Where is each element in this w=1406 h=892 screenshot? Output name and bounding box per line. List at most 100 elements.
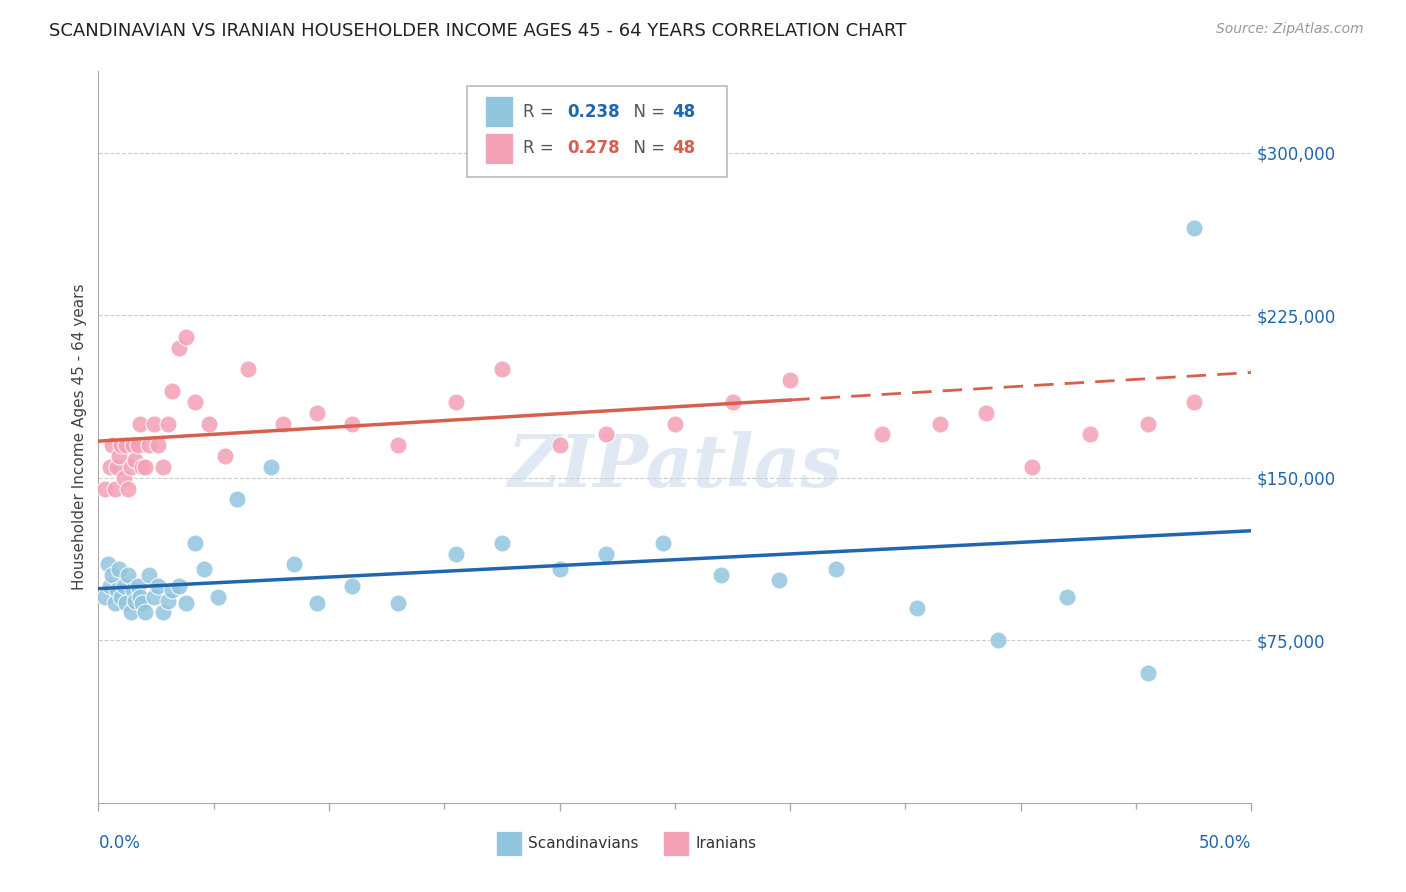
Point — [127, 438, 149, 452]
Point — [129, 590, 152, 604]
FancyBboxPatch shape — [485, 133, 513, 163]
Point — [110, 438, 132, 452]
Point — [115, 596, 138, 610]
Point — [117, 482, 139, 496]
Text: SCANDINAVIAN VS IRANIAN HOUSEHOLDER INCOME AGES 45 - 64 YEARS CORRELATION CHART: SCANDINAVIAN VS IRANIAN HOUSEHOLDER INCO… — [49, 22, 907, 40]
Point — [103, 596, 125, 610]
Point — [134, 605, 156, 619]
Text: Iranians: Iranians — [696, 836, 756, 851]
Text: N =: N = — [623, 139, 671, 157]
Point — [1056, 590, 1078, 604]
Text: 48: 48 — [672, 139, 696, 157]
Point — [174, 330, 197, 344]
Point — [307, 406, 329, 420]
Point — [105, 583, 128, 598]
Point — [112, 471, 135, 485]
Point — [148, 438, 170, 452]
Point — [115, 438, 138, 452]
Point — [387, 438, 409, 452]
Point — [779, 373, 801, 387]
Point — [122, 438, 145, 452]
Point — [103, 482, 125, 496]
Point — [160, 583, 183, 598]
Point — [101, 438, 124, 452]
Text: 0.0%: 0.0% — [98, 834, 141, 852]
Point — [138, 438, 160, 452]
Text: N =: N = — [623, 103, 671, 120]
Point — [122, 583, 145, 598]
Point — [929, 417, 952, 431]
Point — [184, 535, 207, 549]
Point — [134, 459, 156, 474]
Point — [283, 558, 305, 572]
Point — [108, 449, 131, 463]
Point — [142, 417, 165, 431]
Point — [156, 594, 179, 608]
Point — [94, 482, 117, 496]
Text: ZIPatlas: ZIPatlas — [508, 431, 842, 502]
Point — [444, 395, 467, 409]
Point — [595, 547, 617, 561]
Point — [214, 449, 236, 463]
Point — [987, 633, 1010, 648]
Point — [124, 453, 146, 467]
Y-axis label: Householder Income Ages 45 - 64 years: Householder Income Ages 45 - 64 years — [72, 284, 87, 591]
Point — [98, 459, 121, 474]
Point — [444, 547, 467, 561]
Point — [1182, 221, 1205, 235]
Point — [148, 579, 170, 593]
Point — [117, 568, 139, 582]
Point — [491, 535, 513, 549]
Point — [340, 417, 363, 431]
Point — [129, 417, 152, 431]
Point — [825, 562, 848, 576]
Point — [101, 568, 124, 582]
Point — [167, 341, 190, 355]
Point — [238, 362, 260, 376]
Point — [97, 558, 120, 572]
Text: 48: 48 — [672, 103, 696, 120]
Point — [1078, 427, 1101, 442]
FancyBboxPatch shape — [496, 830, 522, 856]
Point — [120, 459, 142, 474]
Point — [110, 590, 132, 604]
Point — [112, 579, 135, 593]
Point — [108, 562, 131, 576]
Point — [825, 37, 848, 52]
Point — [225, 492, 247, 507]
Text: 0.278: 0.278 — [568, 139, 620, 157]
Point — [710, 568, 733, 582]
Point — [1182, 395, 1205, 409]
Point — [652, 535, 675, 549]
Point — [768, 573, 790, 587]
Text: Source: ZipAtlas.com: Source: ZipAtlas.com — [1216, 22, 1364, 37]
Point — [184, 395, 207, 409]
Point — [340, 579, 363, 593]
Point — [160, 384, 183, 398]
Point — [131, 459, 153, 474]
Point — [131, 596, 153, 610]
Text: 50.0%: 50.0% — [1199, 834, 1251, 852]
Point — [271, 417, 294, 431]
Point — [548, 562, 571, 576]
Point — [156, 417, 179, 431]
Point — [105, 459, 128, 474]
Point — [1136, 417, 1159, 431]
Text: R =: R = — [523, 103, 558, 120]
FancyBboxPatch shape — [664, 830, 689, 856]
Point — [124, 594, 146, 608]
Text: Scandinavians: Scandinavians — [529, 836, 638, 851]
Point — [1136, 665, 1159, 680]
Point — [142, 590, 165, 604]
Point — [167, 579, 190, 593]
Point — [974, 406, 997, 420]
Point — [207, 590, 229, 604]
Point — [872, 427, 894, 442]
Point — [127, 579, 149, 593]
Point — [94, 590, 117, 604]
Point — [595, 427, 617, 442]
Point — [138, 568, 160, 582]
FancyBboxPatch shape — [485, 96, 513, 127]
Point — [491, 362, 513, 376]
Point — [721, 395, 744, 409]
